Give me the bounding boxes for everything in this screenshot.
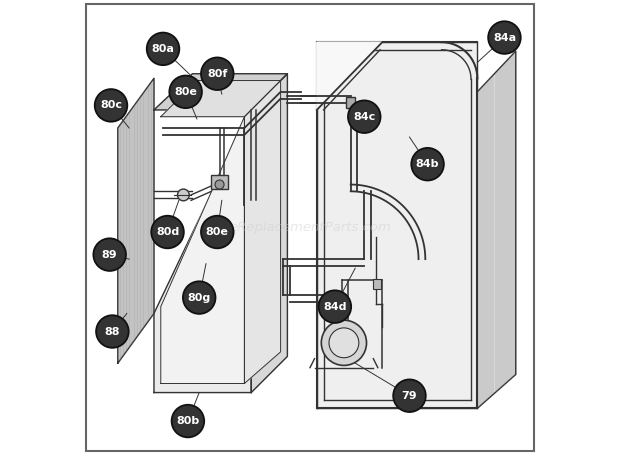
Polygon shape — [317, 42, 383, 110]
Text: 79: 79 — [402, 391, 417, 401]
Circle shape — [177, 189, 189, 201]
Text: 80c: 80c — [100, 101, 122, 111]
Polygon shape — [244, 81, 281, 384]
Text: 80d: 80d — [156, 227, 179, 237]
Circle shape — [201, 216, 234, 248]
Polygon shape — [154, 74, 288, 110]
Bar — [373, 278, 381, 288]
Circle shape — [348, 101, 381, 133]
Text: 80f: 80f — [207, 69, 228, 79]
Text: 88: 88 — [105, 327, 120, 337]
Polygon shape — [161, 81, 281, 116]
Circle shape — [172, 405, 204, 437]
Circle shape — [183, 281, 216, 314]
Bar — [211, 176, 228, 189]
Circle shape — [393, 379, 426, 412]
Circle shape — [151, 216, 184, 248]
Polygon shape — [251, 74, 288, 393]
Text: 80a: 80a — [152, 44, 174, 54]
Polygon shape — [161, 116, 244, 384]
Circle shape — [215, 180, 224, 189]
Circle shape — [319, 290, 351, 323]
Text: 80b: 80b — [176, 416, 200, 426]
Text: 80e: 80e — [174, 87, 197, 97]
Polygon shape — [317, 42, 477, 409]
Circle shape — [169, 76, 202, 108]
Circle shape — [147, 33, 179, 65]
Polygon shape — [154, 110, 251, 393]
Circle shape — [329, 328, 359, 358]
Bar — [346, 97, 355, 108]
Text: 84c: 84c — [353, 112, 375, 121]
Text: 84a: 84a — [493, 33, 516, 43]
Text: 84b: 84b — [416, 159, 440, 169]
Circle shape — [95, 89, 127, 121]
Polygon shape — [118, 78, 154, 363]
Circle shape — [488, 21, 521, 54]
Text: 80e: 80e — [206, 227, 229, 237]
Text: eReplacementParts.com: eReplacementParts.com — [229, 221, 391, 234]
Circle shape — [411, 148, 444, 181]
Text: 89: 89 — [102, 250, 117, 260]
Circle shape — [94, 238, 126, 271]
Circle shape — [201, 57, 234, 90]
Text: 80g: 80g — [188, 293, 211, 303]
Circle shape — [96, 315, 129, 348]
Circle shape — [321, 320, 366, 365]
Polygon shape — [477, 51, 516, 409]
Text: 84d: 84d — [323, 302, 347, 312]
